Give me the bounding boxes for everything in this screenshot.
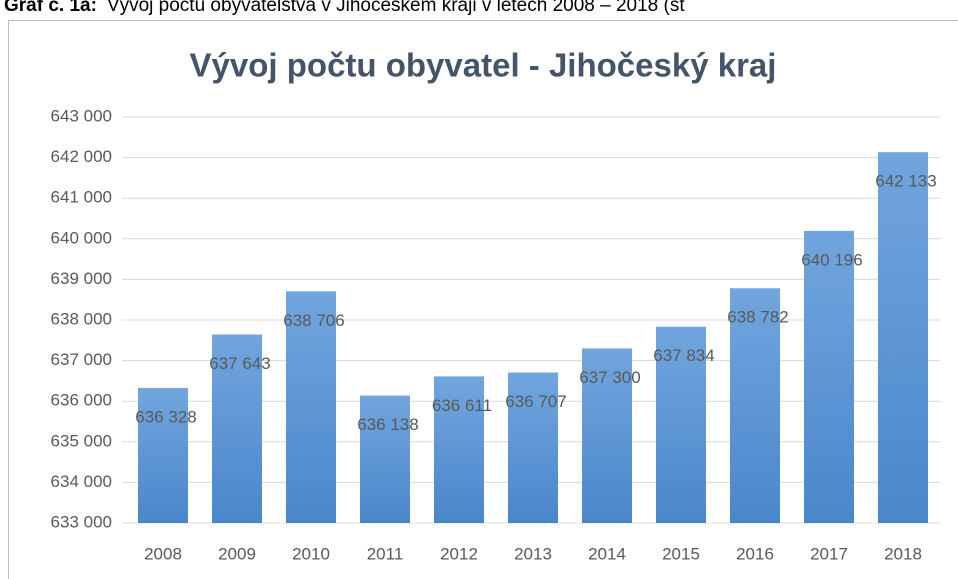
data-label: 637 643 [209, 354, 270, 373]
y-tick-label: 635 000 [51, 431, 112, 450]
bar [582, 348, 632, 523]
x-tick-label: 2009 [218, 544, 256, 563]
x-tick-label: 2008 [144, 544, 182, 563]
y-tick-label: 640 000 [51, 228, 112, 247]
caption-text: Vývoj počtu obyvatelstva v Jihočeském kr… [107, 0, 685, 16]
chart-title: Vývoj počtu obyvatel - Jihočeský kraj [190, 47, 777, 84]
y-tick-label: 633 000 [51, 512, 112, 531]
data-label: 636 328 [135, 407, 196, 426]
y-tick-label: 639 000 [51, 269, 112, 288]
data-label: 642 133 [875, 172, 936, 191]
x-tick-label: 2012 [440, 544, 478, 563]
y-tick-label: 638 000 [51, 309, 112, 328]
bar [360, 395, 410, 523]
y-tick-label: 636 000 [51, 391, 112, 410]
x-tick-label: 2013 [514, 544, 552, 563]
bar [434, 376, 484, 523]
x-tick-label: 2016 [736, 544, 774, 563]
data-label: 640 196 [801, 250, 862, 269]
x-tick-label: 2018 [884, 544, 922, 563]
data-label: 638 706 [283, 311, 344, 330]
y-tick-label: 637 000 [51, 350, 112, 369]
bar [212, 334, 262, 523]
y-tick-label: 634 000 [51, 472, 112, 491]
data-label: 638 782 [727, 308, 788, 327]
y-tick-label: 643 000 [51, 106, 112, 125]
bar [730, 288, 780, 523]
bar [656, 326, 706, 523]
x-tick-label: 2011 [367, 544, 404, 563]
x-tick-label: 2017 [810, 544, 848, 563]
x-tick-label: 2014 [588, 544, 626, 563]
data-label: 637 834 [653, 346, 714, 365]
y-tick-label: 642 000 [51, 147, 112, 166]
bar [878, 152, 928, 523]
bar [286, 291, 336, 523]
data-label: 636 611 [432, 396, 492, 415]
caption: Graf č. 1a: Vývoj počtu obyvatelstva v Ji… [4, 0, 685, 16]
caption-label: Graf č. 1a: [4, 0, 97, 16]
y-tick-label: 641 000 [51, 188, 112, 207]
bar [804, 230, 854, 523]
data-label: 637 300 [579, 368, 640, 387]
data-label: 636 707 [505, 392, 566, 411]
x-tick-label: 2015 [662, 544, 700, 563]
x-tick-label: 2010 [292, 544, 330, 563]
bar [138, 387, 188, 523]
data-label: 636 138 [357, 415, 418, 434]
bar [508, 372, 558, 523]
chart-border [8, 20, 958, 579]
